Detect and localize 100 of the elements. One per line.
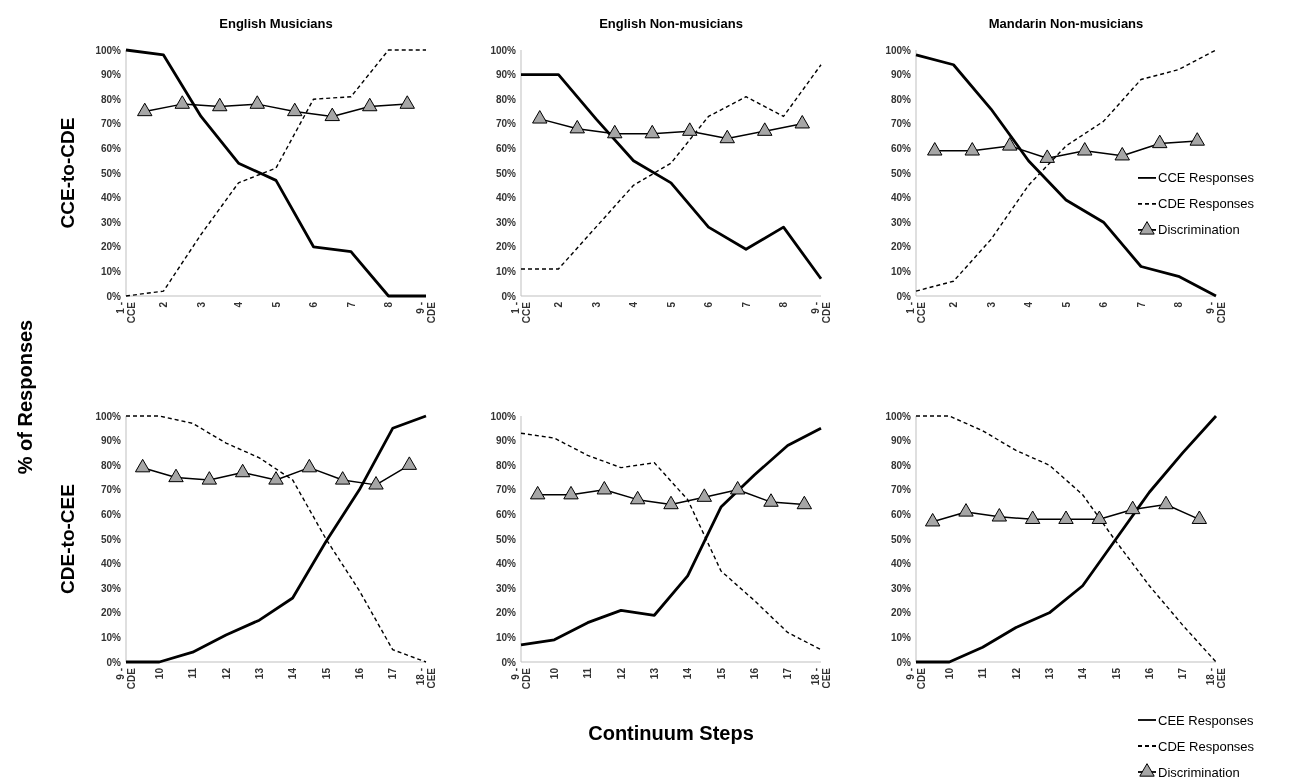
y-tick-label: 10% xyxy=(100,631,122,643)
y-tick-label: 60% xyxy=(100,142,122,154)
point xyxy=(696,488,713,502)
y-tick-label: 0% xyxy=(896,290,912,302)
point xyxy=(168,468,184,483)
x-axis-title: Continuum Steps xyxy=(588,722,754,744)
point xyxy=(399,95,415,109)
y-tick-label: 50% xyxy=(100,533,122,545)
point xyxy=(644,124,660,139)
point xyxy=(137,102,153,117)
x-tick-label: 9 - CDE xyxy=(1204,301,1227,324)
point xyxy=(268,471,284,485)
point xyxy=(324,107,340,122)
x-tick-label: 6 xyxy=(703,301,714,308)
point xyxy=(629,490,646,505)
x-tick-label: 10 xyxy=(548,667,560,680)
x-tick-label: 9 - CDE xyxy=(414,301,437,324)
x-tick-label: 14 xyxy=(287,667,299,680)
x-tick-label: 10 xyxy=(153,667,165,680)
y-tick-label: 0% xyxy=(106,656,122,668)
x-tick-label: 7 xyxy=(740,301,752,308)
y-tick-label: 20% xyxy=(100,241,122,253)
y-tick-label: 70% xyxy=(100,118,122,130)
x-tick-label: 15 xyxy=(1110,667,1122,680)
x-tick-label: 13 xyxy=(1043,667,1055,680)
legend-label: CDE Responses xyxy=(1158,196,1255,212)
x-tick-label: 4 xyxy=(233,301,244,308)
y-tick-label: 50% xyxy=(890,167,912,179)
y-tick-label: 60% xyxy=(495,142,517,154)
point xyxy=(569,119,585,134)
x-tick-label: 18 - CEE xyxy=(809,667,832,689)
x-tick-label: 11 xyxy=(977,667,989,679)
y-tick-label: 0% xyxy=(501,656,517,668)
point xyxy=(301,458,318,473)
point xyxy=(607,124,623,139)
y-tick-label: 10% xyxy=(890,265,912,277)
y-tick-label: 20% xyxy=(100,607,122,619)
y-tick-label: 10% xyxy=(495,265,517,277)
y-tick-label: 30% xyxy=(100,216,122,228)
y-tick-label: 70% xyxy=(495,118,517,130)
y-tick-label: 50% xyxy=(495,167,517,179)
y-tick-label: 100% xyxy=(95,44,122,56)
y-tick-label: 0% xyxy=(106,290,122,302)
point xyxy=(563,485,579,500)
point xyxy=(596,480,613,495)
point xyxy=(763,493,779,507)
x-tick-label: 2 xyxy=(948,301,959,308)
y-tick-label: 10% xyxy=(890,631,912,643)
chart-title: English Non-musicians xyxy=(599,16,743,31)
x-tick-label: 13 xyxy=(648,667,660,680)
y-tick-label: 80% xyxy=(890,459,912,471)
legend-label: CEE Responses xyxy=(1158,712,1254,728)
y-tick-label: 20% xyxy=(495,607,517,619)
y-tick-label: 30% xyxy=(890,216,912,228)
y-tick-label: 70% xyxy=(100,484,122,496)
y-tick-label: 80% xyxy=(100,93,122,105)
chart-title: English Musicians xyxy=(219,16,333,31)
y-tick-label: 0% xyxy=(896,656,912,668)
legend-label: Discrimination xyxy=(1158,764,1240,778)
x-tick-label: 11 xyxy=(187,667,199,679)
y-tick-label: 40% xyxy=(495,192,517,204)
x-tick-label: 8 xyxy=(1173,301,1184,308)
x-tick-label: 13 xyxy=(253,667,265,680)
point xyxy=(174,95,190,109)
x-tick-label: 6 xyxy=(1098,301,1109,308)
y-axis-title: CDE-to-CEE xyxy=(57,484,78,594)
y-tick-label: 70% xyxy=(890,118,912,130)
point xyxy=(663,495,679,510)
y-tick-label: 30% xyxy=(495,582,517,594)
point xyxy=(1077,142,1093,156)
legend-label: Discrimination xyxy=(1158,222,1240,238)
y-tick-label: 50% xyxy=(100,167,122,179)
point xyxy=(287,102,303,117)
y-tick-label: 90% xyxy=(890,69,912,81)
x-tick-label: 9 - CDE xyxy=(809,301,832,324)
point xyxy=(794,114,810,129)
point xyxy=(1039,149,1055,163)
x-tick-label: 1 - CCE xyxy=(904,301,927,324)
x-tick-label: 14 xyxy=(682,667,694,680)
x-tick-label: 3 xyxy=(195,301,207,308)
point xyxy=(529,485,546,500)
y-tick-label: 40% xyxy=(890,192,912,204)
x-tick-label: 17 xyxy=(1177,667,1189,680)
y-tick-label: 40% xyxy=(495,558,517,570)
x-tick-label: 6 xyxy=(308,301,319,308)
y-tick-label: 100% xyxy=(490,44,517,56)
x-tick-label: 5 xyxy=(665,301,677,308)
point xyxy=(1002,137,1018,151)
y-tick-label: 80% xyxy=(100,459,122,471)
point xyxy=(212,97,228,112)
y-axis-title: CCE-to-CDE xyxy=(57,117,78,229)
x-tick-label: 16 xyxy=(748,667,760,680)
point xyxy=(964,142,980,156)
y-tick-label: 20% xyxy=(495,241,517,253)
x-tick-label: 16 xyxy=(353,667,365,680)
legend-label: CCE Responses xyxy=(1158,170,1255,186)
point xyxy=(757,122,773,136)
point xyxy=(927,142,943,156)
y-tick-label: 90% xyxy=(100,69,122,81)
x-tick-label: 1 - CCE xyxy=(509,301,532,324)
